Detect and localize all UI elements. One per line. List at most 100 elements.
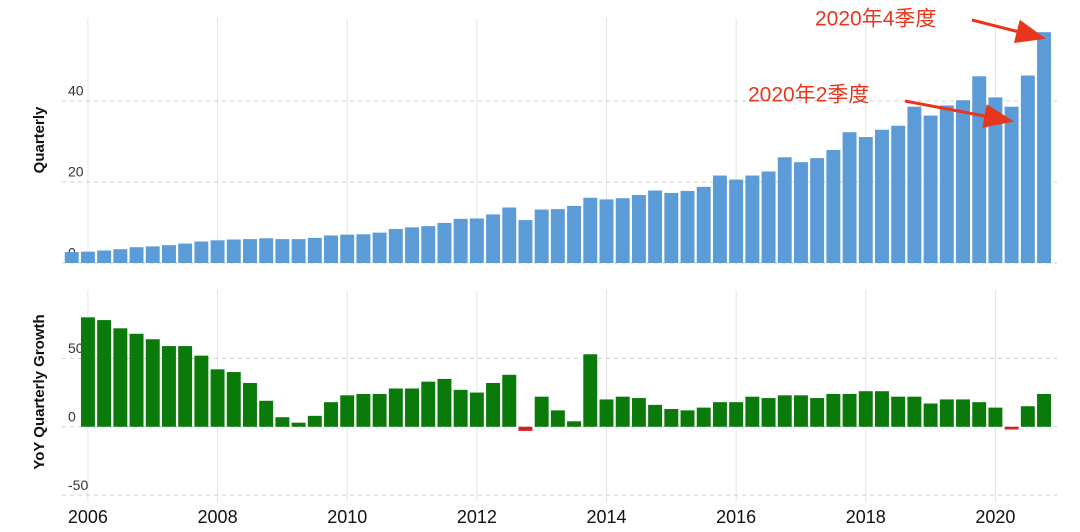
panel: 2006 2008 2010 2012 2014 2016 2018 2020 -50 0 50 (62, 18, 1057, 527)
annotation-arrow (904, 99, 1014, 128)
bar (324, 235, 338, 263)
bar (161, 346, 176, 427)
bar (534, 396, 549, 427)
bar (891, 125, 906, 263)
bar (324, 402, 338, 427)
bar (648, 404, 663, 427)
bar (891, 396, 906, 427)
bar (486, 383, 501, 427)
bar (939, 399, 954, 427)
bar (842, 132, 857, 263)
bar (793, 162, 808, 263)
bar (486, 214, 501, 263)
bar (534, 209, 549, 263)
bar (372, 393, 387, 427)
bar (875, 129, 889, 263)
bar (680, 190, 695, 263)
x-tick-label: 2006 (68, 507, 108, 527)
bar (680, 410, 695, 427)
x-tick-label: 2014 (586, 507, 626, 527)
bar (988, 407, 1003, 427)
bar (437, 378, 452, 427)
bar (210, 240, 225, 263)
bar (810, 398, 825, 427)
bar (243, 239, 257, 263)
bar (453, 389, 468, 427)
bar (97, 250, 112, 263)
bar (437, 222, 452, 263)
bar (567, 421, 582, 427)
bar (453, 218, 468, 263)
bar (80, 251, 95, 263)
bar (518, 220, 533, 263)
bar (1037, 393, 1052, 427)
bar (599, 399, 614, 427)
bar (664, 192, 679, 263)
bar (583, 197, 598, 263)
bar (956, 399, 970, 427)
bar (129, 247, 144, 263)
bar (405, 388, 420, 427)
bar (907, 396, 922, 427)
bar (648, 190, 663, 263)
y-tick-label: 40 (68, 83, 84, 99)
bar (259, 238, 274, 263)
bar (826, 393, 841, 427)
bar (194, 355, 209, 427)
bar (340, 395, 355, 427)
bar (599, 199, 614, 263)
bar (875, 391, 889, 427)
bar (502, 374, 517, 427)
bar (793, 395, 808, 427)
y-tick-label: 0 (68, 408, 76, 424)
bar (745, 396, 760, 427)
bar (64, 252, 79, 263)
bar (80, 317, 95, 427)
bar (469, 392, 484, 427)
bar (1004, 106, 1019, 264)
x-tick-label: 2020 (975, 507, 1015, 527)
bar (712, 402, 727, 427)
bar (1004, 426, 1019, 430)
bar (502, 207, 517, 263)
x-tick-label: 2016 (716, 507, 756, 527)
bar (712, 175, 727, 263)
bar (356, 234, 371, 263)
bar (1037, 32, 1052, 263)
bar (129, 333, 144, 427)
bar (113, 328, 128, 427)
bar (226, 239, 241, 263)
bar (243, 383, 257, 427)
y-tick-label: 50 (68, 340, 84, 356)
bar (956, 100, 970, 264)
y-tick-label: -50 (68, 477, 88, 493)
y-axis-label: Quarterly (31, 106, 48, 173)
bar (194, 241, 209, 263)
bar (988, 97, 1003, 263)
bar (1020, 406, 1035, 427)
bar (340, 234, 355, 263)
y-tick-label: 20 (68, 164, 84, 180)
x-tick-label: 2010 (327, 507, 367, 527)
x-tick-label: 2008 (198, 507, 238, 527)
bar (729, 402, 744, 427)
bar (696, 186, 711, 263)
bar (388, 228, 403, 263)
bar (178, 346, 193, 427)
bar (810, 158, 825, 263)
bar (761, 171, 776, 263)
bar (275, 417, 290, 427)
bar (307, 237, 322, 263)
bar (518, 426, 533, 431)
bar (777, 395, 792, 427)
bar (972, 402, 987, 427)
bar (631, 398, 646, 427)
bar (729, 179, 744, 263)
bar (842, 393, 857, 427)
bar (858, 391, 873, 427)
bar (161, 245, 176, 263)
bar (388, 388, 403, 427)
bar (615, 396, 630, 427)
